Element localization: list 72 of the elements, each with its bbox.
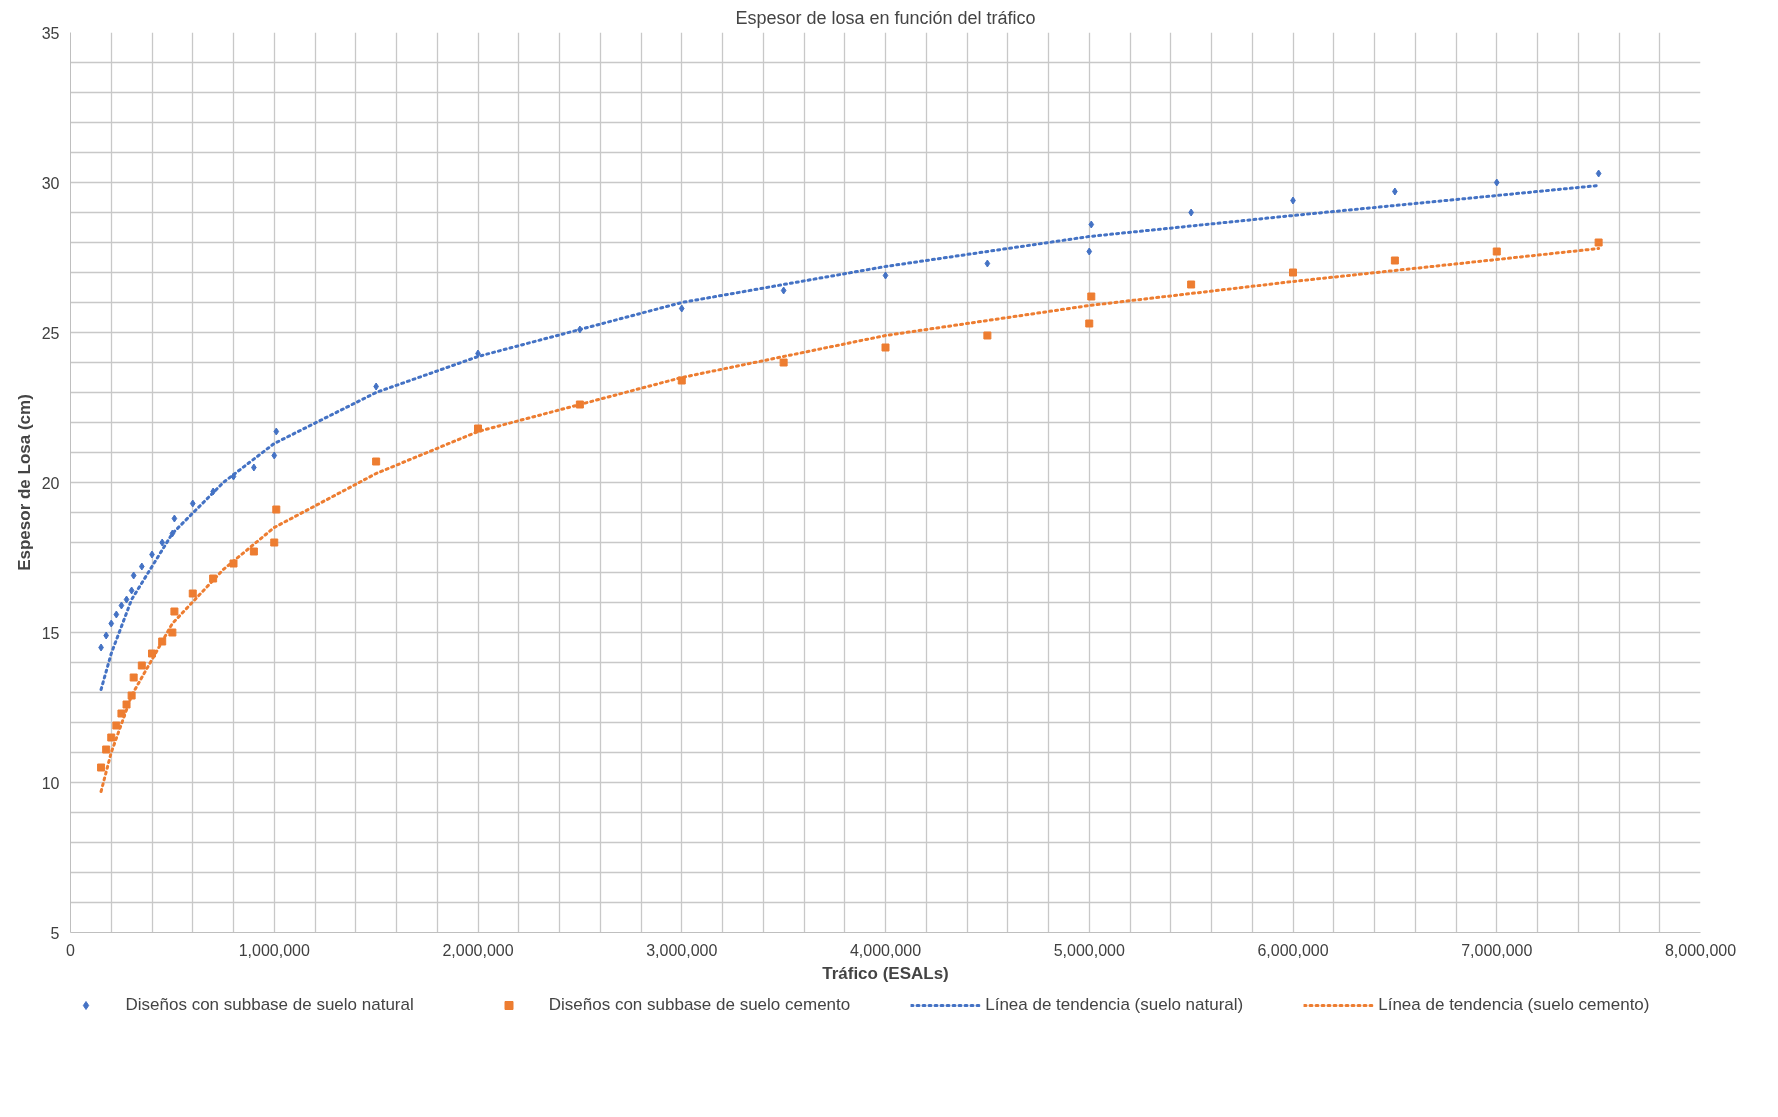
point (123, 595, 130, 604)
point (270, 538, 279, 547)
point (1493, 178, 1500, 187)
point (168, 628, 177, 637)
point (881, 343, 890, 352)
point (171, 514, 178, 523)
x-tick-label: 4,000,000 (849, 941, 922, 959)
x-tick-label: 3,000,000 (646, 941, 718, 959)
point (102, 745, 111, 754)
point (1289, 268, 1297, 277)
point (122, 700, 131, 709)
y-axis-title: Espesor de Losa (cm) (14, 394, 34, 571)
legend-label: Diseños con subbase de suelo cemento (548, 995, 851, 1015)
x-tick-label: 8,000,000 (1664, 941, 1737, 959)
y-tick-label: 15 (41, 624, 60, 642)
x-tick-label: 0 (66, 941, 76, 959)
point (129, 673, 138, 682)
point (271, 451, 278, 460)
point (678, 304, 685, 313)
point (983, 331, 992, 340)
legend-label: Línea de tendencia (suelo cemento) (1378, 995, 1650, 1015)
x-axis-title: Tráfico (ESALs) (822, 963, 949, 983)
point (1595, 169, 1602, 178)
point (148, 649, 156, 658)
y-tick-label: 5 (50, 924, 60, 942)
x-tick-label: 6,000,000 (1257, 941, 1329, 959)
x-tick-label: 7,000,000 (1461, 941, 1533, 959)
point (113, 610, 120, 619)
x-tick-label: 1,000,000 (238, 941, 310, 959)
point (138, 562, 145, 571)
point (1390, 256, 1399, 265)
y-tick-label: 20 (41, 474, 60, 492)
point (188, 589, 197, 598)
point (1086, 247, 1093, 256)
point (1085, 319, 1094, 328)
point (372, 457, 381, 466)
point (137, 661, 146, 670)
point (107, 733, 116, 742)
point (780, 286, 787, 295)
point (1088, 220, 1095, 229)
point (1594, 238, 1603, 247)
point (108, 619, 115, 628)
point (118, 601, 125, 610)
point (882, 271, 889, 280)
point (117, 709, 126, 718)
point (249, 547, 258, 556)
y-tick-label: 25 (41, 324, 60, 342)
point (159, 538, 166, 547)
legend-label: Línea de tendencia (suelo natural) (985, 995, 1244, 1015)
point (1087, 292, 1096, 301)
point (575, 400, 584, 409)
point (112, 721, 121, 730)
point (97, 763, 106, 772)
point (189, 499, 196, 508)
point (170, 607, 179, 616)
x-tick-label: 2,000,000 (442, 941, 514, 959)
x-tick-label: 5,000,000 (1053, 941, 1125, 959)
legend-label: Diseños con subbase de suelo natural (125, 995, 414, 1015)
y-tick-label: 35 (41, 24, 60, 42)
line-series (99, 184, 1601, 691)
point (272, 505, 281, 514)
chart-title: Espesor de losa en función del tráfico (735, 7, 1036, 28)
point (273, 427, 280, 436)
point (1492, 247, 1501, 256)
point (128, 586, 135, 595)
point (229, 559, 238, 568)
point (984, 259, 991, 268)
point (779, 358, 788, 367)
point (130, 571, 137, 580)
point (1187, 280, 1196, 289)
y-tick-label: 10 (41, 774, 60, 792)
y-tick-label: 30 (41, 174, 60, 192)
